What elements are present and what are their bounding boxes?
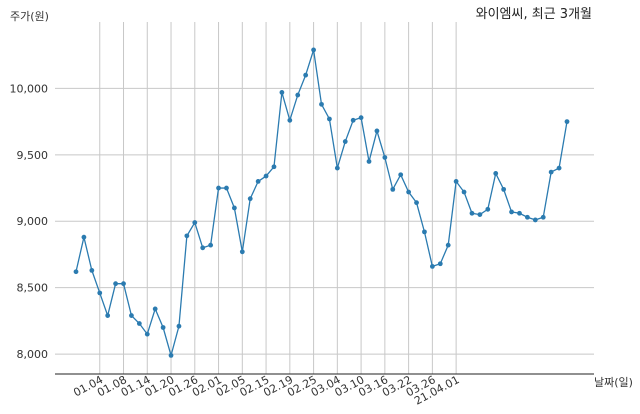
price-point	[350, 117, 356, 123]
price-point	[160, 325, 166, 330]
price-point	[216, 185, 221, 191]
price-point	[168, 353, 174, 358]
x-axis-ticks: 01.0401.0801.1401.2001.2602.0102.0502.15…	[71, 373, 461, 407]
price-point	[477, 212, 483, 218]
price-point	[342, 139, 348, 144]
price-point	[366, 159, 372, 164]
price-point	[208, 242, 214, 248]
price-point	[398, 172, 404, 178]
price-point	[263, 173, 269, 179]
price-point	[334, 165, 340, 171]
price-point	[303, 72, 309, 78]
price-point	[81, 234, 87, 240]
price-point	[358, 115, 364, 121]
price-point	[390, 186, 396, 192]
price-point	[327, 116, 332, 122]
price-point	[453, 178, 459, 184]
chart-grid	[55, 22, 594, 374]
price-point	[129, 313, 134, 318]
price-point	[406, 189, 412, 195]
price-point	[532, 217, 538, 223]
price-point	[445, 242, 451, 248]
y-tick-label: 9,000	[17, 215, 49, 228]
price-point	[73, 269, 79, 275]
price-point	[176, 323, 182, 329]
price-point	[247, 196, 253, 202]
y-tick-label: 8,500	[17, 282, 49, 295]
price-point	[517, 210, 522, 216]
price-point	[224, 185, 229, 191]
price-point	[509, 209, 514, 215]
price-point	[97, 290, 103, 296]
price-point	[136, 321, 142, 326]
price-point	[279, 90, 285, 95]
price-point	[144, 331, 150, 337]
price-series-line	[75, 49, 568, 358]
price-point	[374, 128, 380, 134]
price-point	[311, 47, 316, 53]
price-point	[184, 233, 190, 239]
y-axis-ticks: 8,000 8,500 9,000 9,500 10,000	[10, 82, 49, 361]
price-point	[485, 206, 491, 212]
price-point	[429, 264, 435, 269]
price-point	[556, 165, 562, 171]
price-point	[525, 214, 530, 220]
price-point	[548, 169, 554, 175]
y-axis-title: 주가(원)	[10, 10, 49, 23]
price-point	[200, 245, 206, 251]
price-point	[89, 267, 95, 273]
y-tick-label: 9,500	[17, 149, 49, 162]
price-point	[105, 313, 111, 318]
price-point	[121, 281, 126, 287]
price-point	[540, 214, 546, 220]
price-point	[501, 186, 507, 192]
chart-title: 와이엠씨, 최근 3개월	[476, 7, 592, 22]
price-point	[437, 261, 443, 267]
price-point	[469, 210, 475, 216]
price-point	[461, 189, 467, 195]
price-point	[564, 119, 570, 125]
price-point	[239, 249, 245, 255]
x-axis-title: 날짜(일)	[594, 375, 633, 389]
price-point	[255, 178, 261, 184]
y-tick-label: 8,000	[17, 348, 49, 361]
price-point	[493, 171, 499, 176]
price-point	[113, 281, 118, 287]
price-point	[382, 155, 388, 160]
y-tick-label: 10,000	[10, 82, 49, 95]
price-point	[319, 101, 324, 107]
price-point	[414, 200, 419, 206]
price-point	[152, 306, 158, 312]
price-point	[295, 92, 301, 98]
price-point	[231, 205, 237, 211]
price-point	[271, 164, 277, 170]
plot-area	[73, 47, 570, 358]
price-point	[192, 220, 198, 225]
price-point	[287, 117, 293, 123]
price-point	[422, 229, 427, 235]
